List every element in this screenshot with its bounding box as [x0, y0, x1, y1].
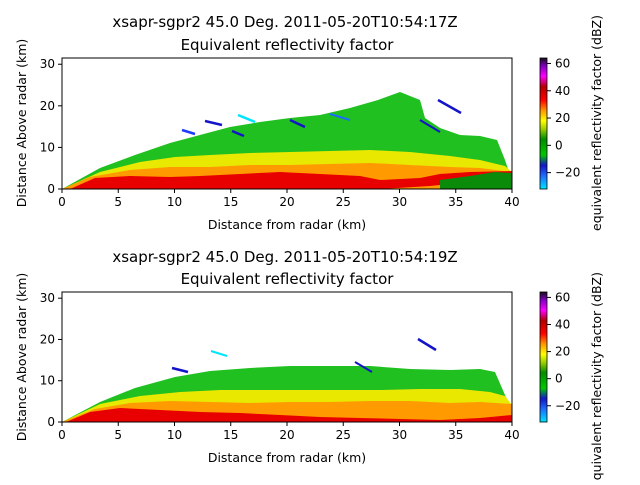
panel-1-plot-area [62, 92, 512, 189]
panel-1-colorbar-tick-label: 60 [555, 56, 570, 70]
panel-1-colorbar [539, 57, 548, 190]
panel-2-plot-area [62, 337, 512, 422]
panel-1-y-ticks: 0 10 20 30 [40, 57, 62, 196]
panel-2-x-tick-label: 15 [223, 428, 238, 442]
panel-2-y-tick-label: 0 [47, 415, 55, 429]
panel-1-title-line2: Equivalent reflectivity factor [181, 36, 395, 54]
panel-1-stray-echo [231, 129, 245, 138]
panel-1-colorbar-ticks: −20 0 20 40 60 [547, 56, 580, 180]
panel-1-y-tick-label: 0 [47, 182, 55, 196]
panel-2-y-axis-label: Distance Above radar (km) [14, 273, 29, 442]
panel-2-colorbar-label: equivalent reflectivity factor (dBZ) [589, 272, 604, 480]
panel-1-title-line1: xsapr-sgpr2 45.0 Deg. 2011-05-20T10:54:1… [112, 13, 457, 31]
panel-2-colorbar-tick-label: 20 [555, 345, 570, 359]
panel-1-echo-red [70, 171, 512, 189]
panel-1-x-tick-label: 20 [279, 195, 294, 209]
panel-2-stray-echo [354, 361, 373, 373]
panel-1-colorbar-tick-label: 20 [555, 111, 570, 125]
panel-1-stray-echo [289, 118, 306, 129]
panel-2-colorbar-tick-label: 0 [555, 372, 563, 386]
panel-1-x-tick-label: 0 [58, 195, 66, 209]
panel-2: xsapr-sgpr2 45.0 Deg. 2011-05-20T10:54:1… [14, 248, 604, 485]
panel-1-colorbar-tick-label: 0 [555, 138, 563, 152]
panel-2-colorbar-tick-label: −20 [555, 399, 580, 413]
panel-2-y-ticks: 0 10 20 30 [40, 291, 62, 429]
panel-1-x-axis-label: Distance from radar (km) [208, 217, 366, 232]
panel-1: xsapr-sgpr2 45.0 Deg. 2011-05-20T10:54:1… [14, 13, 604, 232]
panel-1-x-tick-label: 40 [504, 195, 519, 209]
panel-1-y-tick-label: 20 [40, 99, 55, 113]
panel-2-colorbar-tick-label: 60 [555, 290, 570, 304]
panel-2-x-tick-label: 35 [448, 428, 463, 442]
panel-1-x-tick-label: 10 [167, 195, 182, 209]
panel-1-x-tick-label: 30 [392, 195, 407, 209]
panel-2-y-tick-label: 20 [40, 332, 55, 346]
panel-1-x-tick-label: 25 [336, 195, 351, 209]
panel-2-x-tick-label: 10 [167, 428, 182, 442]
panel-2-colorbar [539, 291, 548, 423]
panel-1-stray-echo [181, 128, 196, 136]
panel-1-colorbar-tick-label: −20 [555, 166, 580, 180]
panel-2-x-axis-label: Distance from radar (km) [208, 450, 366, 465]
panel-1-colorbar-label: equivalent reflectivity factor (dBZ) [589, 15, 604, 231]
panel-2-colorbar-ticks: −20 0 20 40 60 [547, 290, 580, 413]
panel-1-stray-echo [419, 119, 441, 133]
panel-2-stray-echo [210, 350, 228, 357]
panel-2-stray-echo [171, 366, 189, 374]
panel-2-x-tick-label: 5 [114, 428, 122, 442]
panel-1-y-tick-label: 30 [40, 57, 55, 71]
panel-2-colorbar-tick-label: 40 [555, 318, 570, 332]
panel-2-x-tick-label: 30 [392, 428, 407, 442]
panel-2-y-tick-label: 10 [40, 374, 55, 388]
panel-1-echo-darkgreen [440, 172, 512, 189]
panel-2-y-tick-label: 30 [40, 291, 55, 305]
panel-2-x-ticks: 0 5 10 15 20 25 30 35 40 [58, 422, 520, 442]
panel-1-stray-echo [204, 119, 223, 127]
panel-2-x-tick-label: 25 [336, 428, 351, 442]
panel-1-stray-echo [237, 113, 256, 124]
panel-1-colorbar-tick-label: 40 [555, 84, 570, 98]
panel-1-y-axis-label: Distance Above radar (km) [14, 39, 29, 208]
panel-2-x-tick-label: 20 [279, 428, 294, 442]
panel-1-x-ticks: 0 5 10 15 20 25 30 35 40 [58, 189, 520, 209]
panel-1-stray-echo [329, 113, 351, 121]
panel-1-x-tick-label: 35 [448, 195, 463, 209]
panel-2-echo-red [66, 408, 512, 422]
panel-1-stray-echo [437, 98, 462, 115]
panel-2-title-line2: Equivalent reflectivity factor [181, 270, 395, 288]
panel-2-stray-echo [417, 337, 437, 352]
panel-1-x-tick-label: 15 [223, 195, 238, 209]
panel-1-y-tick-label: 10 [40, 140, 55, 154]
panel-1-x-tick-label: 5 [114, 195, 122, 209]
panel-2-x-tick-label: 0 [58, 428, 66, 442]
panel-2-title-line1: xsapr-sgpr2 45.0 Deg. 2011-05-20T10:54:1… [112, 248, 457, 266]
panel-2-x-tick-label: 40 [504, 428, 519, 442]
